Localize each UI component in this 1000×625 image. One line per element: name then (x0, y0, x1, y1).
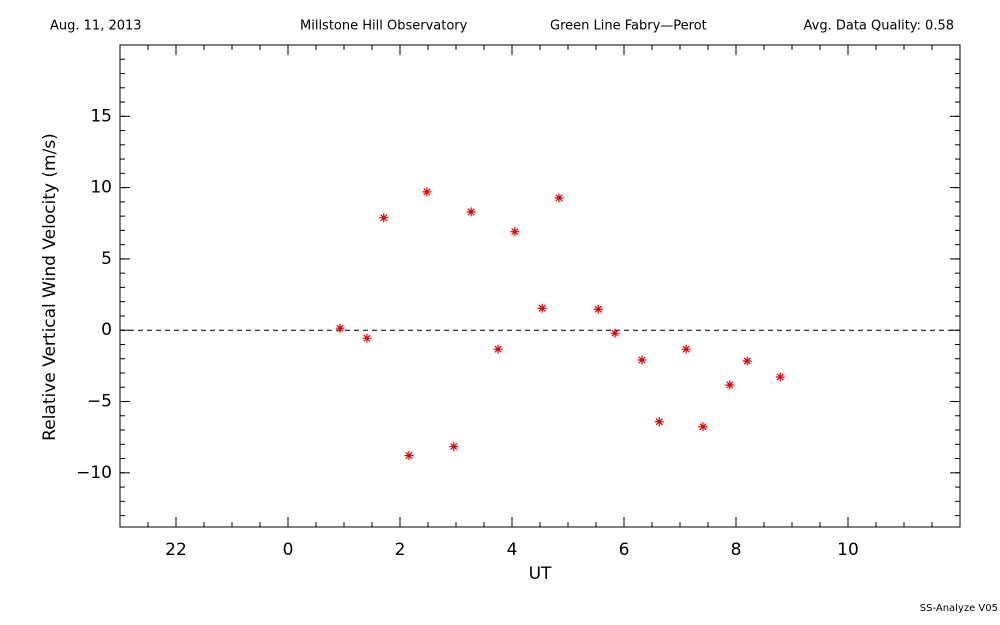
asterisk (537, 303, 547, 313)
header-quality: Avg. Data Quality: 0.58 (804, 19, 954, 34)
y-tick-label: −5 (87, 392, 112, 412)
asterisk (466, 207, 476, 217)
data-point (681, 344, 691, 354)
data-point (422, 187, 432, 197)
x-tick-label: 8 (731, 540, 742, 560)
header-instrument: Green Line Fabry—Perot (550, 19, 707, 34)
y-axis-label: Relative Vertical Wind Velocity (m/s) (40, 133, 60, 441)
plot-frame (119, 44, 961, 528)
data-point (654, 417, 664, 427)
asterisk (637, 355, 647, 365)
asterisk (725, 380, 735, 390)
asterisk (404, 451, 414, 461)
footer: SS-Analyze V05 (920, 603, 998, 614)
data-point (362, 333, 372, 343)
data-point (404, 451, 414, 461)
data-point (537, 303, 547, 313)
data-point (725, 380, 735, 390)
data-point (698, 422, 708, 432)
x-axis-label: UT (529, 564, 552, 584)
data-point (742, 356, 752, 366)
asterisk (610, 328, 620, 338)
x-tick-label: 2 (395, 540, 406, 560)
data-point (449, 442, 459, 452)
data-point (335, 323, 345, 333)
y-tick-label: 10 (90, 178, 112, 198)
asterisk (493, 344, 503, 354)
y-tick-label: 5 (101, 249, 112, 269)
asterisk (335, 323, 345, 333)
x-tick-label: 4 (507, 540, 518, 560)
data-point (466, 207, 476, 217)
x-tick-label: 0 (283, 540, 294, 560)
data-point (493, 344, 503, 354)
x-tick-label: 6 (619, 540, 630, 560)
asterisk (422, 187, 432, 197)
data-point (554, 193, 564, 203)
asterisk (681, 344, 691, 354)
data-point (510, 227, 520, 237)
header-site: Millstone Hill Observatory (300, 19, 468, 34)
header-date: Aug. 11, 2013 (50, 19, 142, 34)
y-tick-label: 15 (90, 106, 112, 126)
data-point (593, 304, 603, 314)
asterisk (379, 213, 389, 223)
x-tick-label: 22 (165, 540, 187, 560)
asterisk (593, 304, 603, 314)
x-tick-label: 10 (837, 540, 859, 560)
asterisk (775, 372, 785, 382)
y-tick-label: −10 (76, 463, 112, 483)
asterisk (654, 417, 664, 427)
data-point (379, 213, 389, 223)
data-point (610, 328, 620, 338)
asterisk (742, 356, 752, 366)
y-tick-label: 0 (101, 320, 112, 340)
asterisk (554, 193, 564, 203)
asterisk (449, 442, 459, 452)
asterisk (510, 227, 520, 237)
asterisk (362, 333, 372, 343)
asterisk (698, 422, 708, 432)
data-point (637, 355, 647, 365)
data-point (775, 372, 785, 382)
